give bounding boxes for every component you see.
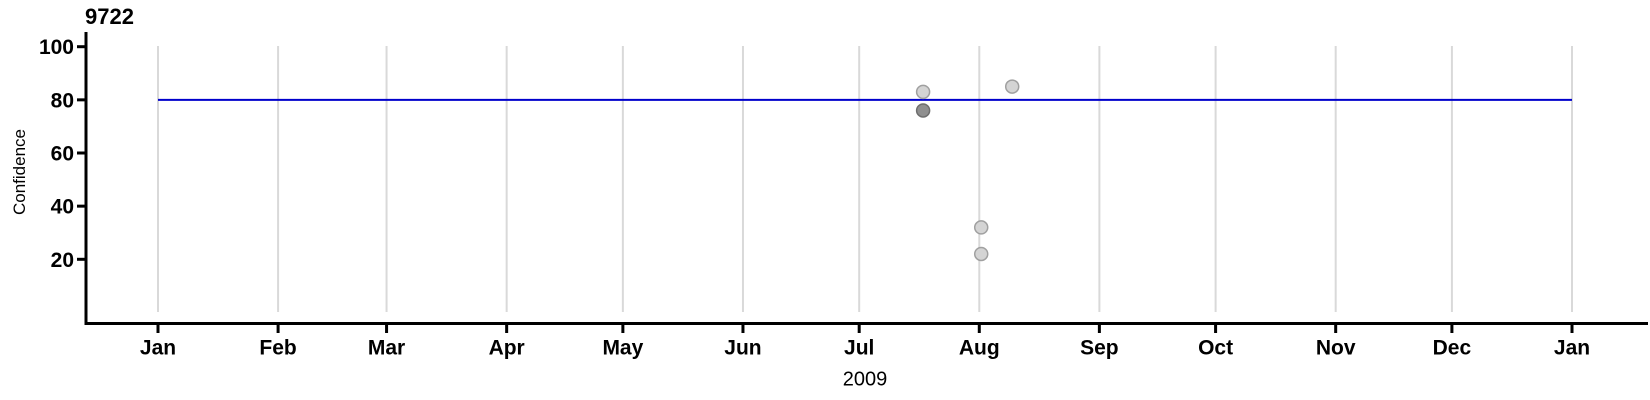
x-tick-label: Nov	[1316, 337, 1356, 360]
chart-title: 9722	[85, 4, 134, 29]
x-tick-label: Feb	[259, 337, 296, 360]
x-tick-label: Jul	[844, 337, 874, 360]
y-tick-label: 40	[51, 196, 74, 219]
y-tick-label: 60	[51, 143, 74, 166]
y-tick-label: 80	[51, 89, 74, 112]
data-point	[1004, 79, 1020, 94]
x-tick-label: Dec	[1433, 337, 1472, 360]
x-tick-label: Jan	[1554, 337, 1590, 360]
data-point	[973, 220, 989, 235]
x-tick-label: Aug	[959, 337, 1000, 360]
x-axis-label: 2009	[842, 368, 888, 391]
x-tick-label: Jan	[140, 337, 176, 360]
y-tick-label: 20	[51, 249, 74, 272]
x-tick-label: Sep	[1080, 337, 1119, 360]
data-point	[973, 246, 989, 262]
x-tick-label: Oct	[1198, 337, 1233, 360]
x-tick-label: Mar	[368, 337, 405, 360]
x-tick-label: May	[602, 337, 643, 360]
x-tick-label: Jun	[724, 337, 761, 360]
y-tick-label: 100	[39, 36, 74, 59]
x-tick-label: Apr	[489, 337, 525, 360]
data-point	[915, 84, 931, 100]
data-point	[915, 103, 931, 118]
